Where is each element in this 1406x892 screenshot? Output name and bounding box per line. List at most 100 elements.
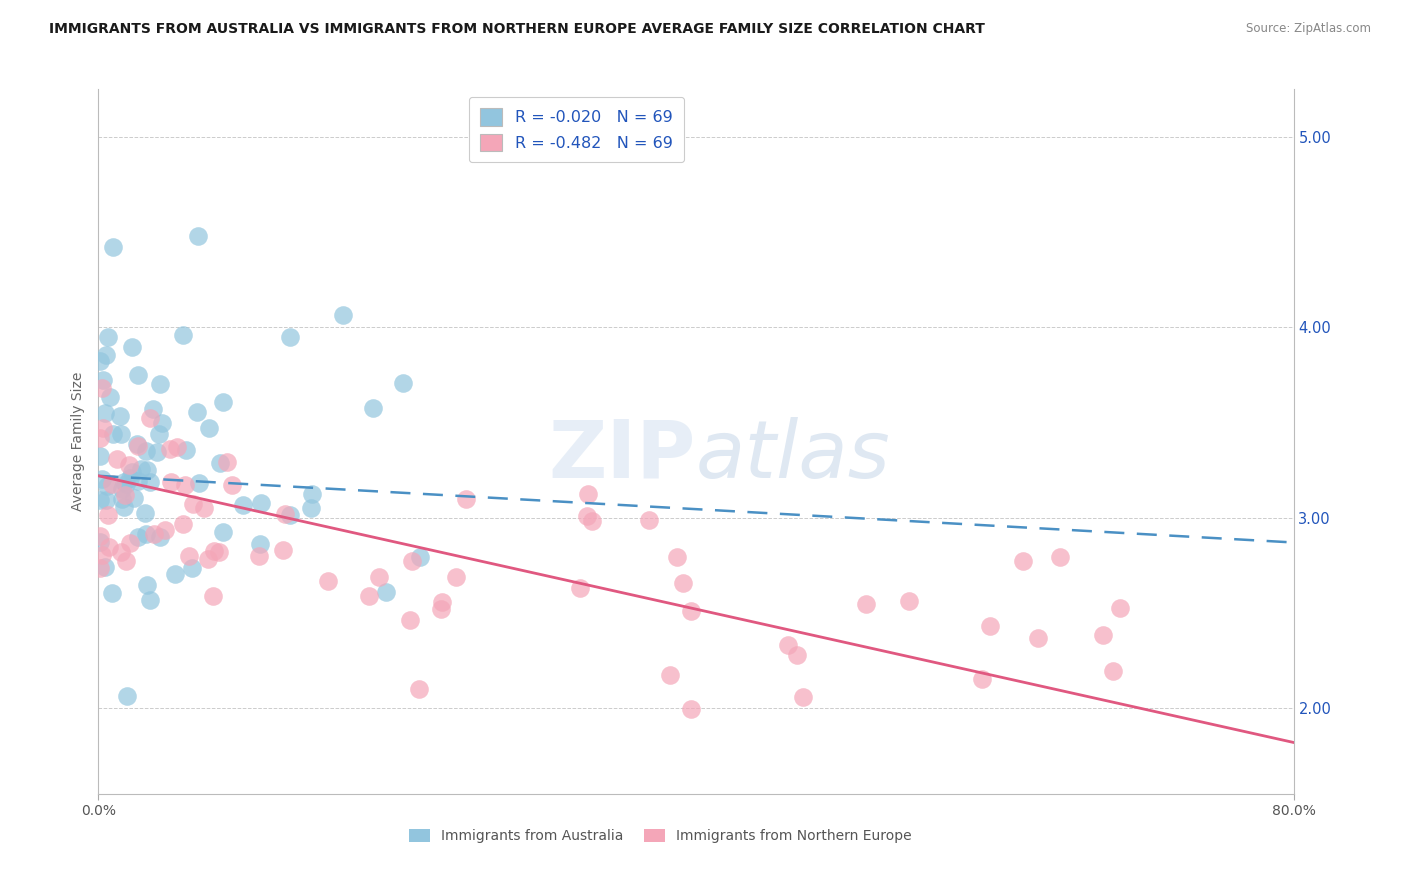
Point [174, 442, 197, 457]
Point [98, 390, 121, 404]
Point [100, 476, 122, 491]
Point [792, 690, 814, 704]
Point [186, 405, 208, 419]
Point [118, 458, 141, 472]
Point [114, 488, 136, 502]
Point [172, 328, 194, 343]
Point [142, 526, 165, 541]
Point [101, 426, 124, 441]
Point [112, 475, 135, 489]
Point [181, 497, 204, 511]
Point [1026, 631, 1049, 645]
Point [212, 525, 235, 540]
Y-axis label: Average Family Size: Average Family Size [70, 372, 84, 511]
Point [232, 498, 254, 512]
Point [215, 455, 238, 469]
Point [127, 439, 149, 453]
Point [786, 648, 808, 663]
Legend: Immigrants from Australia, Immigrants from Northern Europe: Immigrants from Australia, Immigrants fr… [402, 822, 918, 850]
Point [1049, 550, 1071, 565]
Point [1092, 627, 1115, 641]
Point [110, 427, 132, 442]
Point [134, 506, 156, 520]
Point [120, 536, 142, 550]
Point [125, 437, 148, 451]
Point [1108, 601, 1130, 615]
Point [122, 491, 145, 505]
Point [208, 545, 231, 559]
Point [672, 576, 695, 591]
Point [94, 560, 117, 574]
Point [97, 330, 120, 344]
Point [301, 487, 323, 501]
Point [299, 500, 322, 515]
Point [96, 479, 118, 493]
Point [101, 240, 124, 254]
Point [129, 461, 152, 475]
Point [94, 348, 117, 362]
Point [115, 476, 138, 491]
Point [581, 514, 603, 528]
Point [110, 545, 132, 559]
Point [166, 440, 188, 454]
Point [89, 431, 111, 445]
Point [136, 463, 159, 477]
Text: IMMIGRANTS FROM AUSTRALIA VS IMMIGRANTS FROM NORTHERN EUROPE AVERAGE FAMILY SIZE: IMMIGRANTS FROM AUSTRALIA VS IMMIGRANTS … [49, 22, 986, 37]
Point [91, 381, 114, 395]
Point [193, 500, 215, 515]
Point [177, 549, 200, 564]
Point [430, 602, 453, 616]
Point [576, 508, 599, 523]
Point [105, 452, 128, 467]
Point [278, 508, 301, 522]
Point [139, 592, 162, 607]
Point [197, 421, 219, 435]
Point [375, 585, 398, 599]
Point [165, 566, 187, 581]
Point [202, 544, 225, 558]
Point [430, 595, 453, 609]
Point [149, 376, 172, 391]
Point [149, 530, 172, 544]
Point [679, 702, 702, 716]
Point [139, 475, 162, 489]
Point [250, 496, 273, 510]
Point [89, 534, 111, 549]
Point [142, 401, 165, 416]
Point [197, 552, 219, 566]
Point [454, 491, 477, 506]
Point [1012, 554, 1035, 568]
Point [368, 570, 391, 584]
Point [115, 554, 138, 568]
Point [855, 597, 877, 611]
Point [146, 445, 169, 459]
Point [568, 581, 591, 595]
Point [186, 228, 208, 243]
Point [970, 673, 993, 687]
Point [897, 593, 920, 607]
Point [576, 487, 599, 501]
Point [91, 472, 114, 486]
Point [94, 493, 117, 508]
Point [111, 483, 134, 497]
Point [121, 340, 143, 354]
Point [174, 477, 197, 491]
Point [409, 549, 432, 564]
Point [121, 466, 143, 480]
Point [135, 527, 157, 541]
Point [357, 589, 380, 603]
Text: ZIP: ZIP [548, 417, 696, 495]
Point [135, 444, 157, 458]
Point [401, 554, 423, 568]
Point [332, 308, 354, 322]
Point [247, 549, 270, 564]
Point [118, 471, 141, 485]
Point [665, 550, 688, 565]
Point [127, 474, 149, 488]
Point [444, 570, 467, 584]
Point [148, 426, 170, 441]
Point [91, 373, 114, 387]
Point [392, 376, 415, 391]
Point [172, 516, 194, 531]
Point [90, 548, 112, 562]
